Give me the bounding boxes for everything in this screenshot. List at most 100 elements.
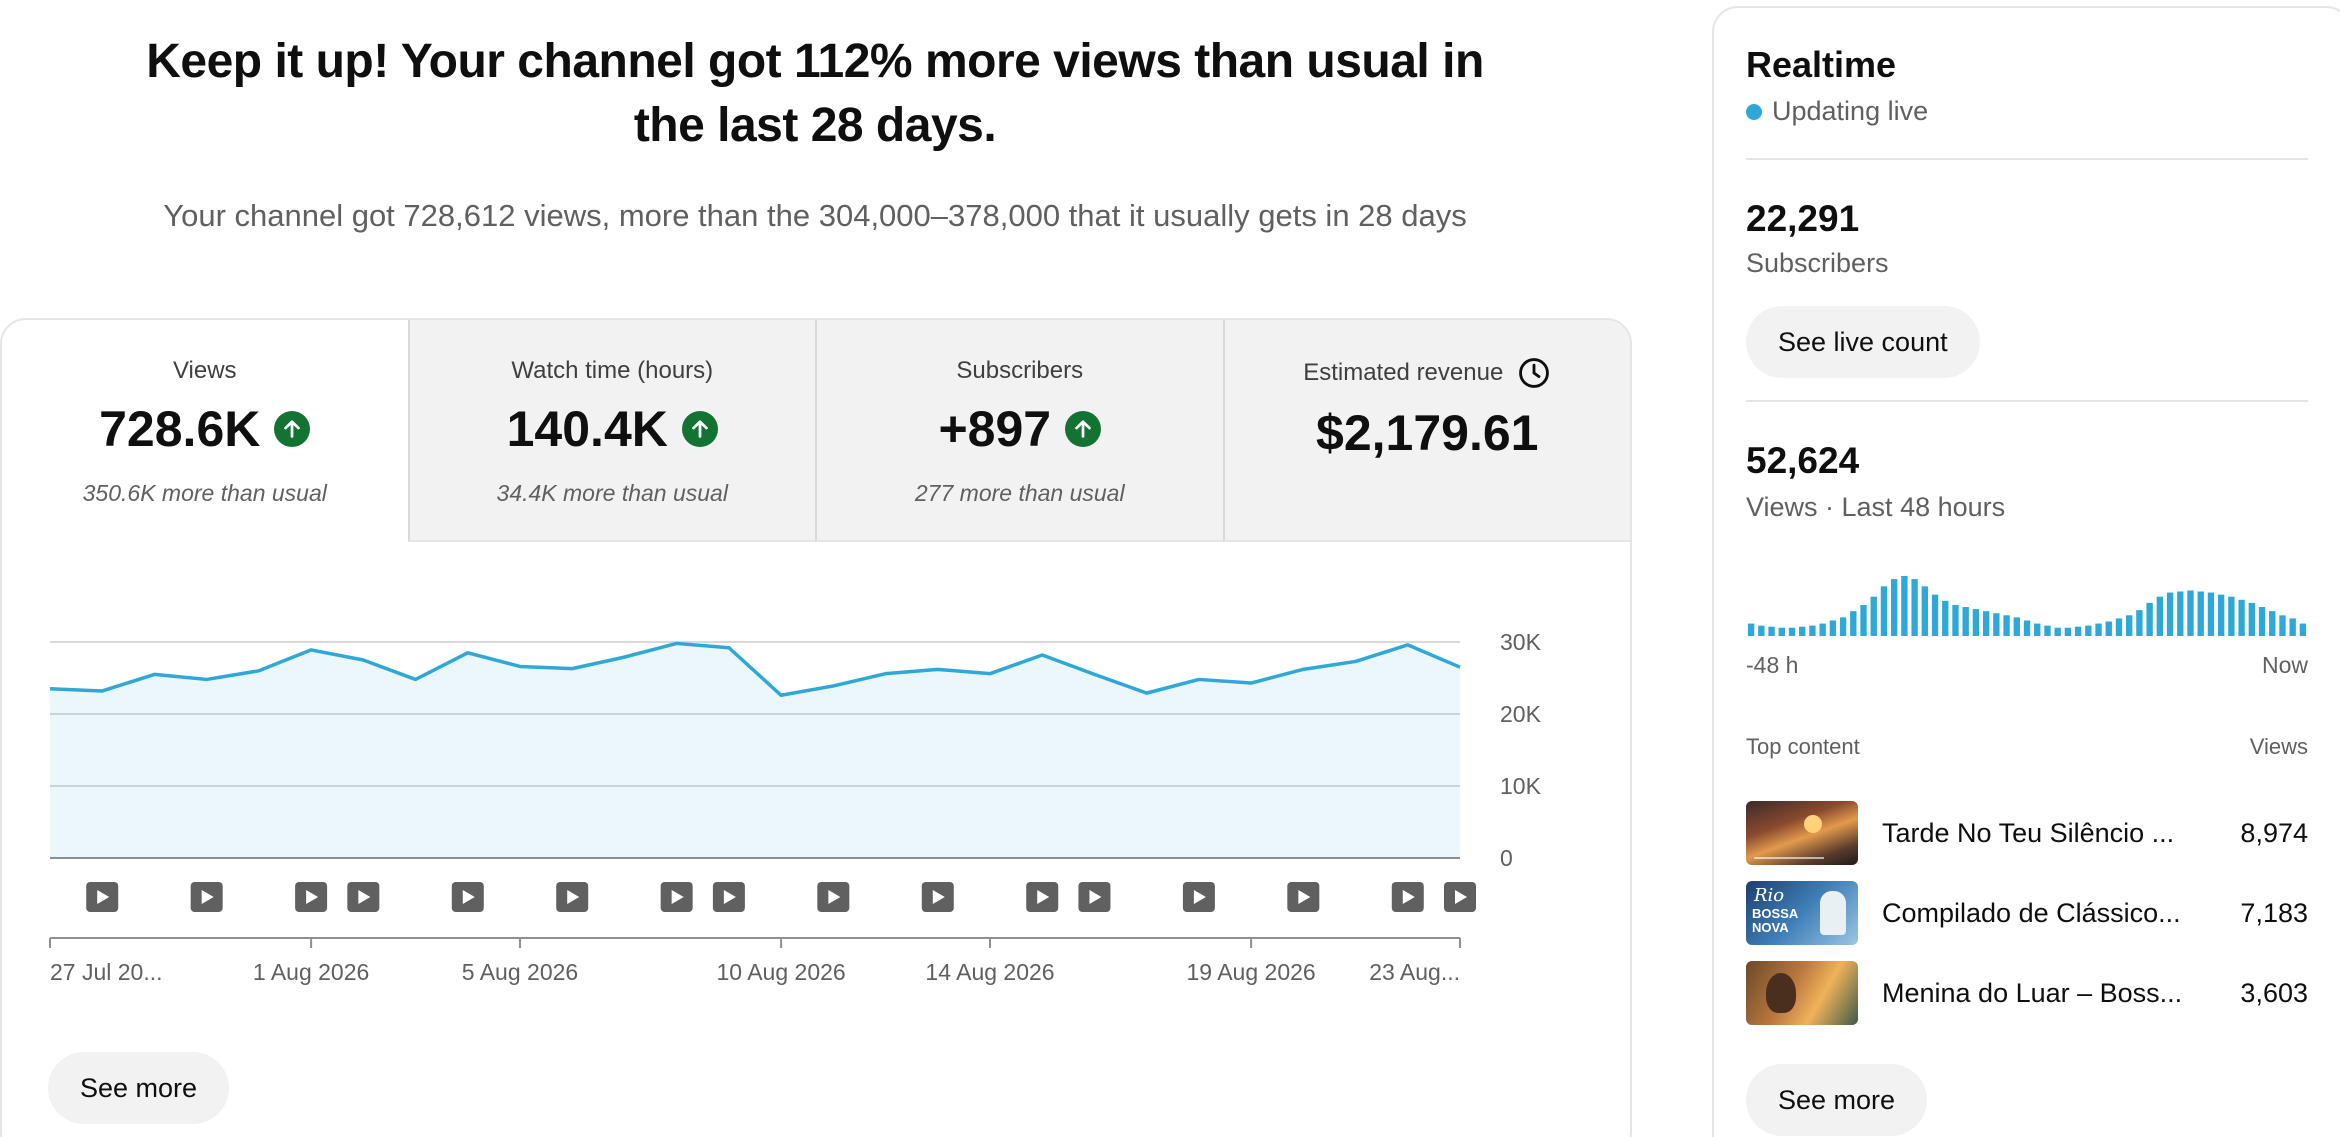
data-point[interactable] bbox=[1454, 661, 1466, 673]
data-point[interactable] bbox=[984, 668, 996, 680]
video-marker[interactable] bbox=[1444, 882, 1476, 912]
realtime-bar[interactable] bbox=[2003, 615, 2010, 636]
data-point[interactable] bbox=[827, 680, 839, 692]
video-marker[interactable] bbox=[1078, 882, 1111, 912]
tab-views[interactable]: Views 728.6K 350.6K more than usual bbox=[2, 320, 408, 542]
realtime-bar[interactable] bbox=[2258, 607, 2266, 636]
realtime-bar[interactable] bbox=[1870, 596, 1877, 636]
realtime-bar[interactable] bbox=[2217, 594, 2225, 636]
video-marker[interactable] bbox=[190, 882, 223, 912]
data-point[interactable] bbox=[44, 683, 56, 695]
top-content-item[interactable]: Rio BOSSA NOVA Compilado de Clássico... … bbox=[1746, 880, 2308, 946]
realtime-bar[interactable] bbox=[1809, 625, 1816, 636]
realtime-bar[interactable] bbox=[1880, 586, 1888, 636]
realtime-bar[interactable] bbox=[1890, 579, 1898, 636]
realtime-bar[interactable] bbox=[2197, 591, 2204, 636]
video-marker[interactable] bbox=[1391, 882, 1424, 912]
tab-estimated-revenue[interactable]: Estimated revenue $2,179.61 bbox=[1222, 320, 1630, 542]
realtime-bar[interactable] bbox=[2166, 592, 2174, 636]
data-point[interactable] bbox=[514, 660, 526, 672]
realtime-bar[interactable] bbox=[2248, 602, 2255, 636]
realtime-bar[interactable] bbox=[2085, 625, 2092, 636]
see-more-button[interactable]: See more bbox=[48, 1052, 230, 1124]
realtime-bar[interactable] bbox=[2013, 617, 2020, 636]
realtime-bar[interactable] bbox=[1993, 613, 2000, 636]
data-point[interactable] bbox=[566, 663, 578, 675]
data-point[interactable] bbox=[880, 668, 892, 680]
top-content-item[interactable]: Menina do Luar – Boss... 3,603 bbox=[1746, 960, 2308, 1026]
realtime-bar[interactable] bbox=[1972, 609, 1980, 636]
realtime-bar[interactable] bbox=[2177, 591, 2184, 636]
realtime-bar[interactable] bbox=[1829, 620, 1837, 636]
realtime-bar[interactable] bbox=[1850, 611, 1857, 636]
realtime-bar[interactable] bbox=[1758, 625, 1765, 636]
data-point[interactable] bbox=[1245, 677, 1257, 689]
video-marker[interactable] bbox=[1182, 882, 1215, 912]
data-point[interactable] bbox=[148, 668, 160, 680]
realtime-bar[interactable] bbox=[1799, 626, 1806, 636]
realtime-bar[interactable] bbox=[1931, 594, 1939, 636]
realtime-bar[interactable] bbox=[1778, 627, 1785, 636]
realtime-bar[interactable] bbox=[1942, 600, 1949, 636]
realtime-bar[interactable] bbox=[2279, 615, 2286, 636]
realtime-bar[interactable] bbox=[1921, 586, 1928, 636]
data-point[interactable] bbox=[1402, 639, 1414, 651]
see-live-count-button[interactable]: See live count bbox=[1746, 306, 1980, 378]
video-marker[interactable] bbox=[817, 882, 850, 912]
realtime-bar[interactable] bbox=[2146, 602, 2153, 636]
realtime-see-more-button[interactable]: See more bbox=[1746, 1064, 1928, 1136]
realtime-bar[interactable] bbox=[2187, 590, 2194, 636]
realtime-bar[interactable] bbox=[2126, 615, 2133, 636]
tab-watch-time[interactable]: Watch time (hours) 140.4K 34.4K more tha… bbox=[407, 320, 815, 542]
realtime-bar[interactable] bbox=[2207, 592, 2215, 636]
data-point[interactable] bbox=[723, 642, 735, 654]
data-point[interactable] bbox=[932, 663, 944, 675]
data-point[interactable] bbox=[410, 673, 422, 685]
realtime-bar[interactable] bbox=[2299, 623, 2307, 636]
data-point[interactable] bbox=[1141, 687, 1153, 699]
realtime-bar[interactable] bbox=[1962, 607, 1969, 636]
data-point[interactable] bbox=[253, 665, 265, 677]
top-content-item[interactable]: Tarde No Teu Silêncio ... 8,974 bbox=[1746, 800, 2308, 866]
video-marker[interactable] bbox=[921, 882, 954, 912]
realtime-bar[interactable] bbox=[2289, 618, 2296, 636]
realtime-bar[interactable] bbox=[2105, 621, 2112, 636]
video-marker[interactable] bbox=[451, 882, 484, 912]
realtime-bar[interactable] bbox=[1747, 623, 1755, 636]
realtime-bar[interactable] bbox=[2054, 627, 2061, 636]
data-point[interactable] bbox=[201, 673, 213, 685]
realtime-bar[interactable] bbox=[2269, 611, 2276, 636]
data-point[interactable] bbox=[462, 647, 474, 659]
video-marker[interactable] bbox=[712, 882, 745, 912]
realtime-bar[interactable] bbox=[1768, 626, 1775, 636]
video-marker[interactable] bbox=[86, 882, 119, 912]
realtime-bar[interactable] bbox=[2238, 599, 2245, 636]
data-point[interactable] bbox=[305, 644, 317, 656]
realtime-bar[interactable] bbox=[1952, 604, 1959, 636]
realtime-bar[interactable] bbox=[2156, 596, 2164, 636]
realtime-bar[interactable] bbox=[2023, 620, 2031, 636]
realtime-bar[interactable] bbox=[1911, 579, 1918, 636]
data-point[interactable] bbox=[1088, 668, 1100, 680]
realtime-bar[interactable] bbox=[2136, 610, 2143, 636]
realtime-bar[interactable] bbox=[2228, 596, 2235, 636]
video-marker[interactable] bbox=[1287, 882, 1320, 912]
data-point[interactable] bbox=[671, 637, 683, 649]
data-point[interactable] bbox=[1350, 655, 1362, 667]
realtime-bar[interactable] bbox=[2044, 625, 2051, 636]
realtime-bar[interactable] bbox=[1819, 623, 1826, 636]
data-point[interactable] bbox=[1297, 663, 1309, 675]
realtime-bar[interactable] bbox=[1788, 627, 1796, 636]
video-marker[interactable] bbox=[347, 882, 380, 912]
video-marker[interactable] bbox=[660, 882, 693, 912]
realtime-bar[interactable] bbox=[2034, 623, 2041, 636]
realtime-bar[interactable] bbox=[1860, 604, 1867, 636]
realtime-bar[interactable] bbox=[2064, 627, 2072, 636]
realtime-bar[interactable] bbox=[1839, 617, 1847, 636]
realtime-bar[interactable] bbox=[2074, 626, 2082, 636]
data-point[interactable] bbox=[96, 685, 108, 697]
realtime-bar[interactable] bbox=[2095, 623, 2102, 636]
realtime-bar[interactable] bbox=[2115, 618, 2123, 636]
data-point[interactable] bbox=[618, 651, 630, 663]
data-point[interactable] bbox=[775, 689, 787, 701]
